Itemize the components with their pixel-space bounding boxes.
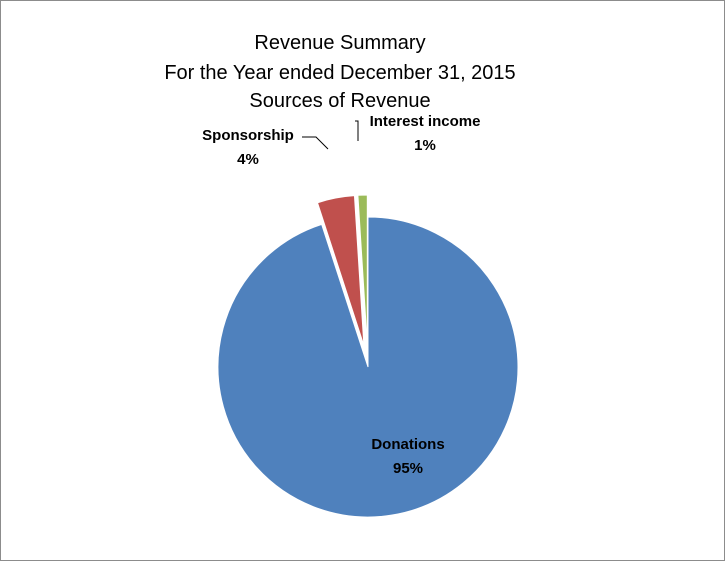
pie-slice-interest-income <box>357 194 368 346</box>
slice-label-interest-income: Interest income <box>370 113 481 130</box>
slice-labels: Donations 95% Sponsorship 4% Interest income… <box>202 113 480 477</box>
chart-title-line-1: Revenue Summary <box>254 32 425 54</box>
pie-slice-sponsorship <box>316 195 365 346</box>
slice-label-sponsorship: Sponsorship <box>202 127 294 144</box>
pie-slices <box>217 194 519 518</box>
slice-percent-sponsorship: 4% <box>237 151 259 168</box>
chart-title-line-3: Sources of Revenue <box>249 90 430 112</box>
leader-line-interest-income <box>355 120 359 141</box>
pie-slice-donations <box>217 216 519 518</box>
slice-label-donations: Donations <box>371 436 444 453</box>
slice-percent-donations: 95% <box>393 460 423 477</box>
leader-line-sponsorship <box>302 136 329 150</box>
chart-title-line-2: For the Year ended December 31, 2015 <box>164 62 515 84</box>
chart-title: Revenue Summary For the Year ended Decem… <box>164 32 515 112</box>
leader-lines <box>302 120 359 150</box>
slice-percent-interest-income: 1% <box>414 137 436 154</box>
